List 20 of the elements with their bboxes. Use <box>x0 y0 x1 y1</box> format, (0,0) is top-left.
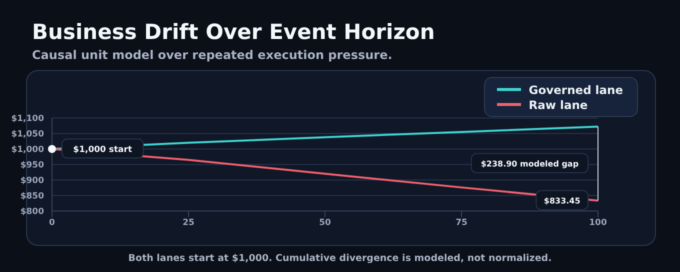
x-tick-label: 100 <box>589 218 607 228</box>
legend-label: Governed lane <box>528 82 623 96</box>
y-tick-label: $900 <box>20 176 44 186</box>
annotation: $833.45 <box>544 196 581 206</box>
y-tick-label: $850 <box>20 192 44 202</box>
x-tick-label: 25 <box>182 218 194 228</box>
y-tick-label: $800 <box>20 207 44 218</box>
y-tick-label: $1,000 <box>11 145 44 156</box>
y-tick-label: $1,100 <box>11 114 44 124</box>
y-tick-label: $950 <box>20 160 44 171</box>
legend-label: Raw lane <box>528 98 588 112</box>
x-tick-label: 0 <box>49 218 56 228</box>
x-tick-label: 75 <box>456 218 468 228</box>
chart-title: Business Drift Over Event Horizon <box>32 20 435 44</box>
text: Both lanes start at $1,000. Cumulative divergence is modeled, not normalized. <box>127 253 553 264</box>
annotation: $1,000 start <box>73 145 132 155</box>
annotation: $238.90 modeled gap <box>480 160 579 169</box>
chart-subtitle: Causal unit model over repeated execution pressure. <box>32 48 392 62</box>
y-tick-label: $1,050 <box>11 130 44 140</box>
x-tick-label: 50 <box>319 218 331 228</box>
